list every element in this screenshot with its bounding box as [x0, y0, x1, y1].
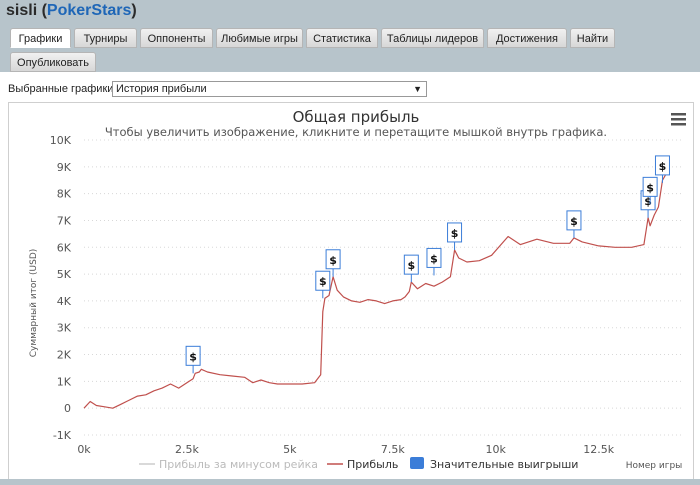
y-tick-label: 9K [57, 161, 72, 174]
tab-achievements[interactable]: Достижения [487, 28, 567, 48]
svg-text:$: $ [644, 195, 652, 208]
legend: Прибыль за минусом рейка Прибыль Значите… [139, 457, 578, 471]
tab-favorite-games[interactable]: Любимые игры [216, 28, 303, 48]
x-tick-label: 5k [283, 443, 297, 456]
y-tick-label: 8K [57, 188, 72, 201]
y-tick-label: 1K [57, 375, 72, 388]
big-win-marker[interactable]: $ [642, 176, 658, 205]
y-tick-label: 3K [57, 322, 72, 335]
x-tick-label: 2.5k [175, 443, 199, 456]
chart-subtitle: Чтобы увеличить изображение, кликните и … [105, 125, 607, 139]
y-tick-label: 0 [64, 402, 71, 415]
big-win-marker[interactable]: $ [654, 155, 670, 183]
y-tick-label: 10K [50, 134, 72, 147]
dropdown-arrow-icon: ▼ [413, 84, 422, 94]
x-tick-label: 10k [486, 443, 507, 456]
big-wins-markers: $$$ $$$$$$$ [185, 155, 670, 374]
y-axis-label: Суммарный итог (USD) [29, 249, 39, 358]
menu-icon[interactable] [669, 111, 687, 127]
y-tick-label: 7K [57, 214, 72, 227]
chart-select[interactable]: История прибыли ▼ [112, 81, 427, 97]
x-axis-label: Номер игры [626, 461, 683, 471]
big-win-marker[interactable]: $ [325, 249, 341, 277]
profit-chart[interactable]: Общая прибыль Чтобы увеличить изображени… [9, 103, 693, 480]
grid-lines [84, 139, 681, 436]
y-tick-label: -1K [53, 429, 72, 442]
y-tick-label: 6K [57, 241, 72, 254]
big-win-marker[interactable]: $ [185, 345, 201, 374]
svg-text:$: $ [430, 252, 438, 265]
tab-tournaments[interactable]: Турниры [74, 28, 137, 48]
x-tick-label: 7.5k [381, 443, 405, 456]
svg-text:$: $ [570, 215, 578, 228]
tab-find[interactable]: Найти [570, 28, 615, 48]
tab-opponents[interactable]: Оппоненты [140, 28, 213, 48]
chart-title: Общая прибыль [293, 108, 420, 126]
tab-charts[interactable]: Графики [10, 28, 71, 48]
tab-statistics[interactable]: Статистика [306, 28, 378, 48]
big-win-marker[interactable]: $ [403, 254, 419, 283]
y-axis: -1K 0 1K 2K 3K 4K 5K 6K 7K 8K 9K 10K [50, 134, 72, 442]
chart-select-label: Выбранные графики: [8, 83, 117, 95]
svg-text:$: $ [407, 259, 415, 272]
x-tick-label: 0k [77, 443, 91, 456]
svg-text:$: $ [189, 350, 197, 363]
y-tick-label: 2K [57, 349, 72, 362]
page-title: sisli (PokerStars) [6, 2, 137, 19]
chart-container: Общая прибыль Чтобы увеличить изображени… [8, 102, 694, 479]
y-tick-label: 4K [57, 295, 72, 308]
y-tick-label: 5K [57, 268, 72, 281]
tab-publish[interactable]: Опубликовать [10, 52, 96, 72]
legend-profit-label: Прибыль [347, 458, 398, 471]
legend-item-net[interactable]: Прибыль за минусом рейка [139, 458, 318, 471]
svg-text:$: $ [451, 227, 459, 240]
big-win-marker[interactable]: $ [315, 270, 331, 299]
legend-item-profit[interactable]: Прибыль [327, 458, 398, 471]
svg-text:$: $ [329, 254, 337, 267]
profit-series-line [83, 169, 670, 409]
site-link[interactable]: PokerStars [46, 2, 132, 19]
big-win-marker[interactable]: $ [426, 247, 442, 276]
player-name: sisli [6, 2, 38, 19]
svg-text:$: $ [659, 160, 667, 173]
svg-text:$: $ [646, 181, 654, 194]
tab-leaderboards[interactable]: Таблицы лидеров [381, 28, 484, 48]
big-win-marker[interactable]: $ [447, 222, 463, 250]
legend-big-wins-label: Значительные выигрыши [430, 458, 578, 471]
x-tick-label: 12.5k [583, 443, 614, 456]
svg-text:$: $ [319, 275, 327, 288]
legend-net-label: Прибыль за минусом рейка [159, 458, 318, 471]
chart-select-value: История прибыли [116, 83, 207, 95]
content-panel: Выбранные графики: История прибыли ▼ Общ… [0, 72, 700, 479]
big-win-marker[interactable]: $ [566, 210, 582, 238]
legend-item-big-wins[interactable]: Значительные выигрыши [410, 457, 578, 471]
x-axis: 0k 2.5k 5k 7.5k 10k 12.5k [77, 443, 614, 456]
